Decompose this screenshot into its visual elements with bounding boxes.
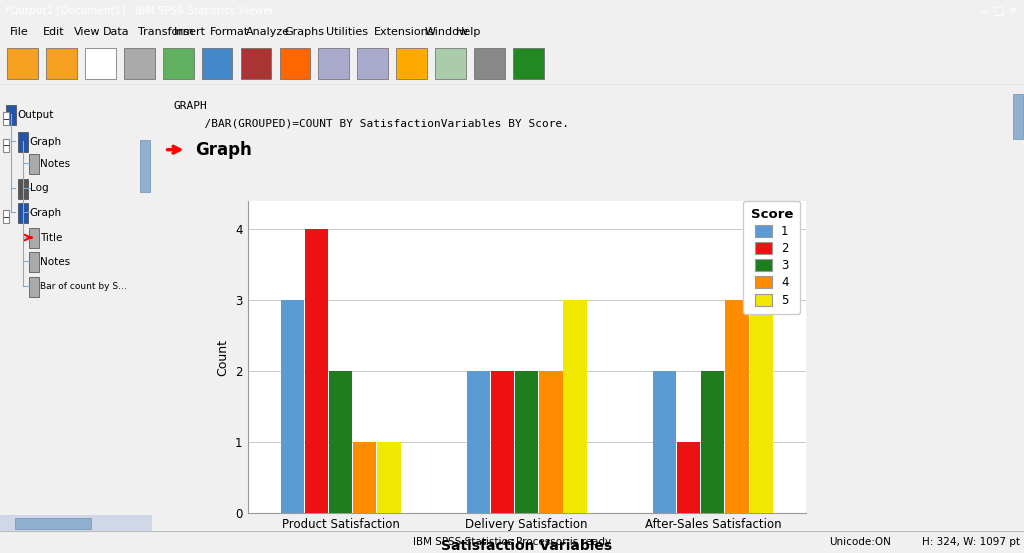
Text: Graph: Graph [30, 137, 61, 147]
Text: ─: ─ [3, 114, 8, 123]
Text: Format: Format [210, 27, 249, 37]
Text: Log: Log [30, 184, 48, 194]
Text: ─: ─ [980, 6, 986, 16]
Text: Output: Output [17, 111, 54, 121]
Text: H: 324, W: 1097 pt: H: 324, W: 1097 pt [922, 537, 1020, 547]
Bar [18, 132, 28, 152]
X-axis label: Satisfaction Variables: Satisfaction Variables [441, 539, 612, 553]
Text: Edit: Edit [43, 27, 65, 37]
Text: ─: ─ [3, 140, 8, 150]
Text: ─: ─ [3, 212, 8, 221]
Bar [357, 49, 388, 79]
Bar [1013, 94, 1023, 138]
Text: Notes: Notes [40, 257, 71, 267]
Bar [353, 442, 377, 513]
Bar [378, 442, 400, 513]
Bar [513, 49, 544, 79]
Bar [18, 203, 28, 223]
Bar [435, 49, 466, 79]
Bar [329, 371, 352, 513]
Bar [29, 154, 39, 174]
Bar [85, 49, 116, 79]
Bar [18, 179, 28, 199]
Bar [515, 371, 539, 513]
Bar [701, 371, 724, 513]
Bar [474, 49, 505, 79]
Text: Title: Title [40, 232, 62, 243]
Bar [29, 277, 39, 297]
Bar [202, 49, 232, 79]
Text: Graphs: Graphs [285, 27, 325, 37]
Bar [281, 300, 304, 513]
Text: Notes: Notes [40, 159, 71, 169]
Text: Insert: Insert [174, 27, 206, 37]
Bar [677, 442, 700, 513]
Bar [29, 252, 39, 272]
Text: Graph: Graph [30, 208, 61, 218]
Text: Analyze: Analyze [246, 27, 290, 37]
Text: ❑: ❑ [993, 6, 1004, 16]
Bar [653, 371, 676, 513]
Text: GRAPH: GRAPH [173, 101, 207, 111]
Bar [725, 300, 749, 513]
Text: File: File [10, 27, 29, 37]
Text: ✕: ✕ [1009, 6, 1019, 16]
Legend: 1, 2, 3, 4, 5: 1, 2, 3, 4, 5 [743, 201, 800, 314]
Bar [29, 228, 39, 248]
Bar [750, 300, 773, 513]
Bar [3, 138, 9, 152]
Text: IBM SPSS Statistics Processor is ready: IBM SPSS Statistics Processor is ready [413, 537, 611, 547]
Bar [7, 49, 38, 79]
Text: View: View [74, 27, 100, 37]
Text: Help: Help [456, 27, 481, 37]
Y-axis label: Count: Count [217, 338, 229, 375]
Bar [280, 49, 310, 79]
Text: Transform: Transform [138, 27, 194, 37]
Bar [15, 518, 91, 529]
Bar [0, 515, 152, 531]
Text: Bar of count by S…: Bar of count by S… [40, 282, 127, 291]
Bar [3, 112, 9, 125]
Bar [396, 49, 427, 79]
Bar [46, 49, 77, 79]
Bar [305, 229, 328, 513]
Bar [3, 210, 9, 223]
Text: /BAR(GROUPED)=COUNT BY SatisfactionVariables BY Score.: /BAR(GROUPED)=COUNT BY SatisfactionVaria… [190, 118, 568, 128]
Bar [163, 49, 194, 79]
Text: Unicode:ON: Unicode:ON [829, 537, 891, 547]
Text: *Output1 [Document1] - IBM SPSS Statistics Viewer: *Output1 [Document1] - IBM SPSS Statisti… [5, 6, 274, 16]
Bar [467, 371, 489, 513]
Bar [490, 371, 514, 513]
Bar [6, 105, 16, 125]
Bar [540, 371, 562, 513]
Bar [318, 49, 349, 79]
Text: Window: Window [425, 27, 469, 37]
Bar [563, 300, 587, 513]
Bar [140, 140, 151, 192]
Text: Utilities: Utilities [326, 27, 368, 37]
Bar [124, 49, 155, 79]
Bar [241, 49, 271, 79]
Text: Graph: Graph [196, 140, 252, 159]
Text: Extensions: Extensions [374, 27, 434, 37]
Text: Data: Data [102, 27, 129, 37]
